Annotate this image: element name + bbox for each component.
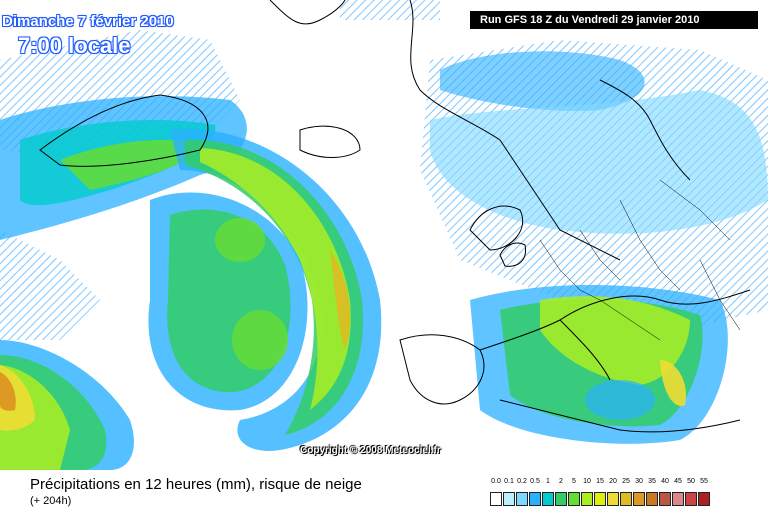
forecast-date: Dimanche 7 février 2010: [2, 13, 174, 30]
precipitation-fields: [0, 51, 768, 470]
legend-swatch: [503, 492, 515, 506]
legend-swatch: [672, 492, 684, 506]
legend-label: 40: [661, 478, 669, 485]
legend-label: 2: [559, 478, 563, 485]
chart-footer: Précipitations en 12 heures (mm), risque…: [0, 470, 768, 512]
legend-swatch: [542, 492, 554, 506]
legend-swatch: [685, 492, 697, 506]
legend-labels: 0.0 0.1 0.2 0.5 1 2 5 10 15 20 25 30 35 40 45 50 55: [490, 478, 711, 488]
legend-swatch: [529, 492, 541, 506]
legend-label: 15: [596, 478, 604, 485]
legend-label: 55: [700, 478, 708, 485]
legend-swatch: [607, 492, 619, 506]
legend-label: 35: [648, 478, 656, 485]
legend-swatch: [659, 492, 671, 506]
legend-swatch: [633, 492, 645, 506]
legend-label: 1: [546, 478, 550, 485]
precipitation-map: [0, 0, 768, 470]
legend-label: 0.5: [530, 478, 540, 485]
legend-swatch: [620, 492, 632, 506]
chart-subtitle: (+ 204h): [30, 495, 72, 507]
legend-label: 0.2: [517, 478, 527, 485]
color-legend: 0.0 0.1 0.2 0.5 1 2 5 10 15 20 25 30 35 40 45 50 55: [490, 478, 711, 506]
copyright-notice: Copyright © 2008 Meteociel.fr: [300, 445, 441, 456]
legend-label: 0.0: [491, 478, 501, 485]
run-banner: Run GFS 18 Z du Vendredi 29 janvier 2010: [470, 11, 758, 29]
legend-swatch: [594, 492, 606, 506]
legend-swatch: [568, 492, 580, 506]
country-borders: [539, 179, 741, 341]
legend-swatch: [516, 492, 528, 506]
chart-title: Précipitations en 12 heures (mm), risque…: [30, 476, 362, 493]
legend-swatch: [555, 492, 567, 506]
legend-label: 45: [674, 478, 682, 485]
legend-swatch: [646, 492, 658, 506]
legend-swatch: [698, 492, 710, 506]
legend-label: 50: [687, 478, 695, 485]
legend-label: 30: [635, 478, 643, 485]
legend-label: 0.1: [504, 478, 514, 485]
legend-label: 20: [609, 478, 617, 485]
legend-label: 10: [583, 478, 591, 485]
legend-label: 5: [572, 478, 576, 485]
legend-swatches: [490, 492, 711, 506]
legend-swatch: [490, 492, 502, 506]
legend-label: 25: [622, 478, 630, 485]
coastlines: [39, 0, 751, 433]
legend-swatch: [581, 492, 593, 506]
forecast-time: 7:00 locale: [18, 33, 131, 58]
